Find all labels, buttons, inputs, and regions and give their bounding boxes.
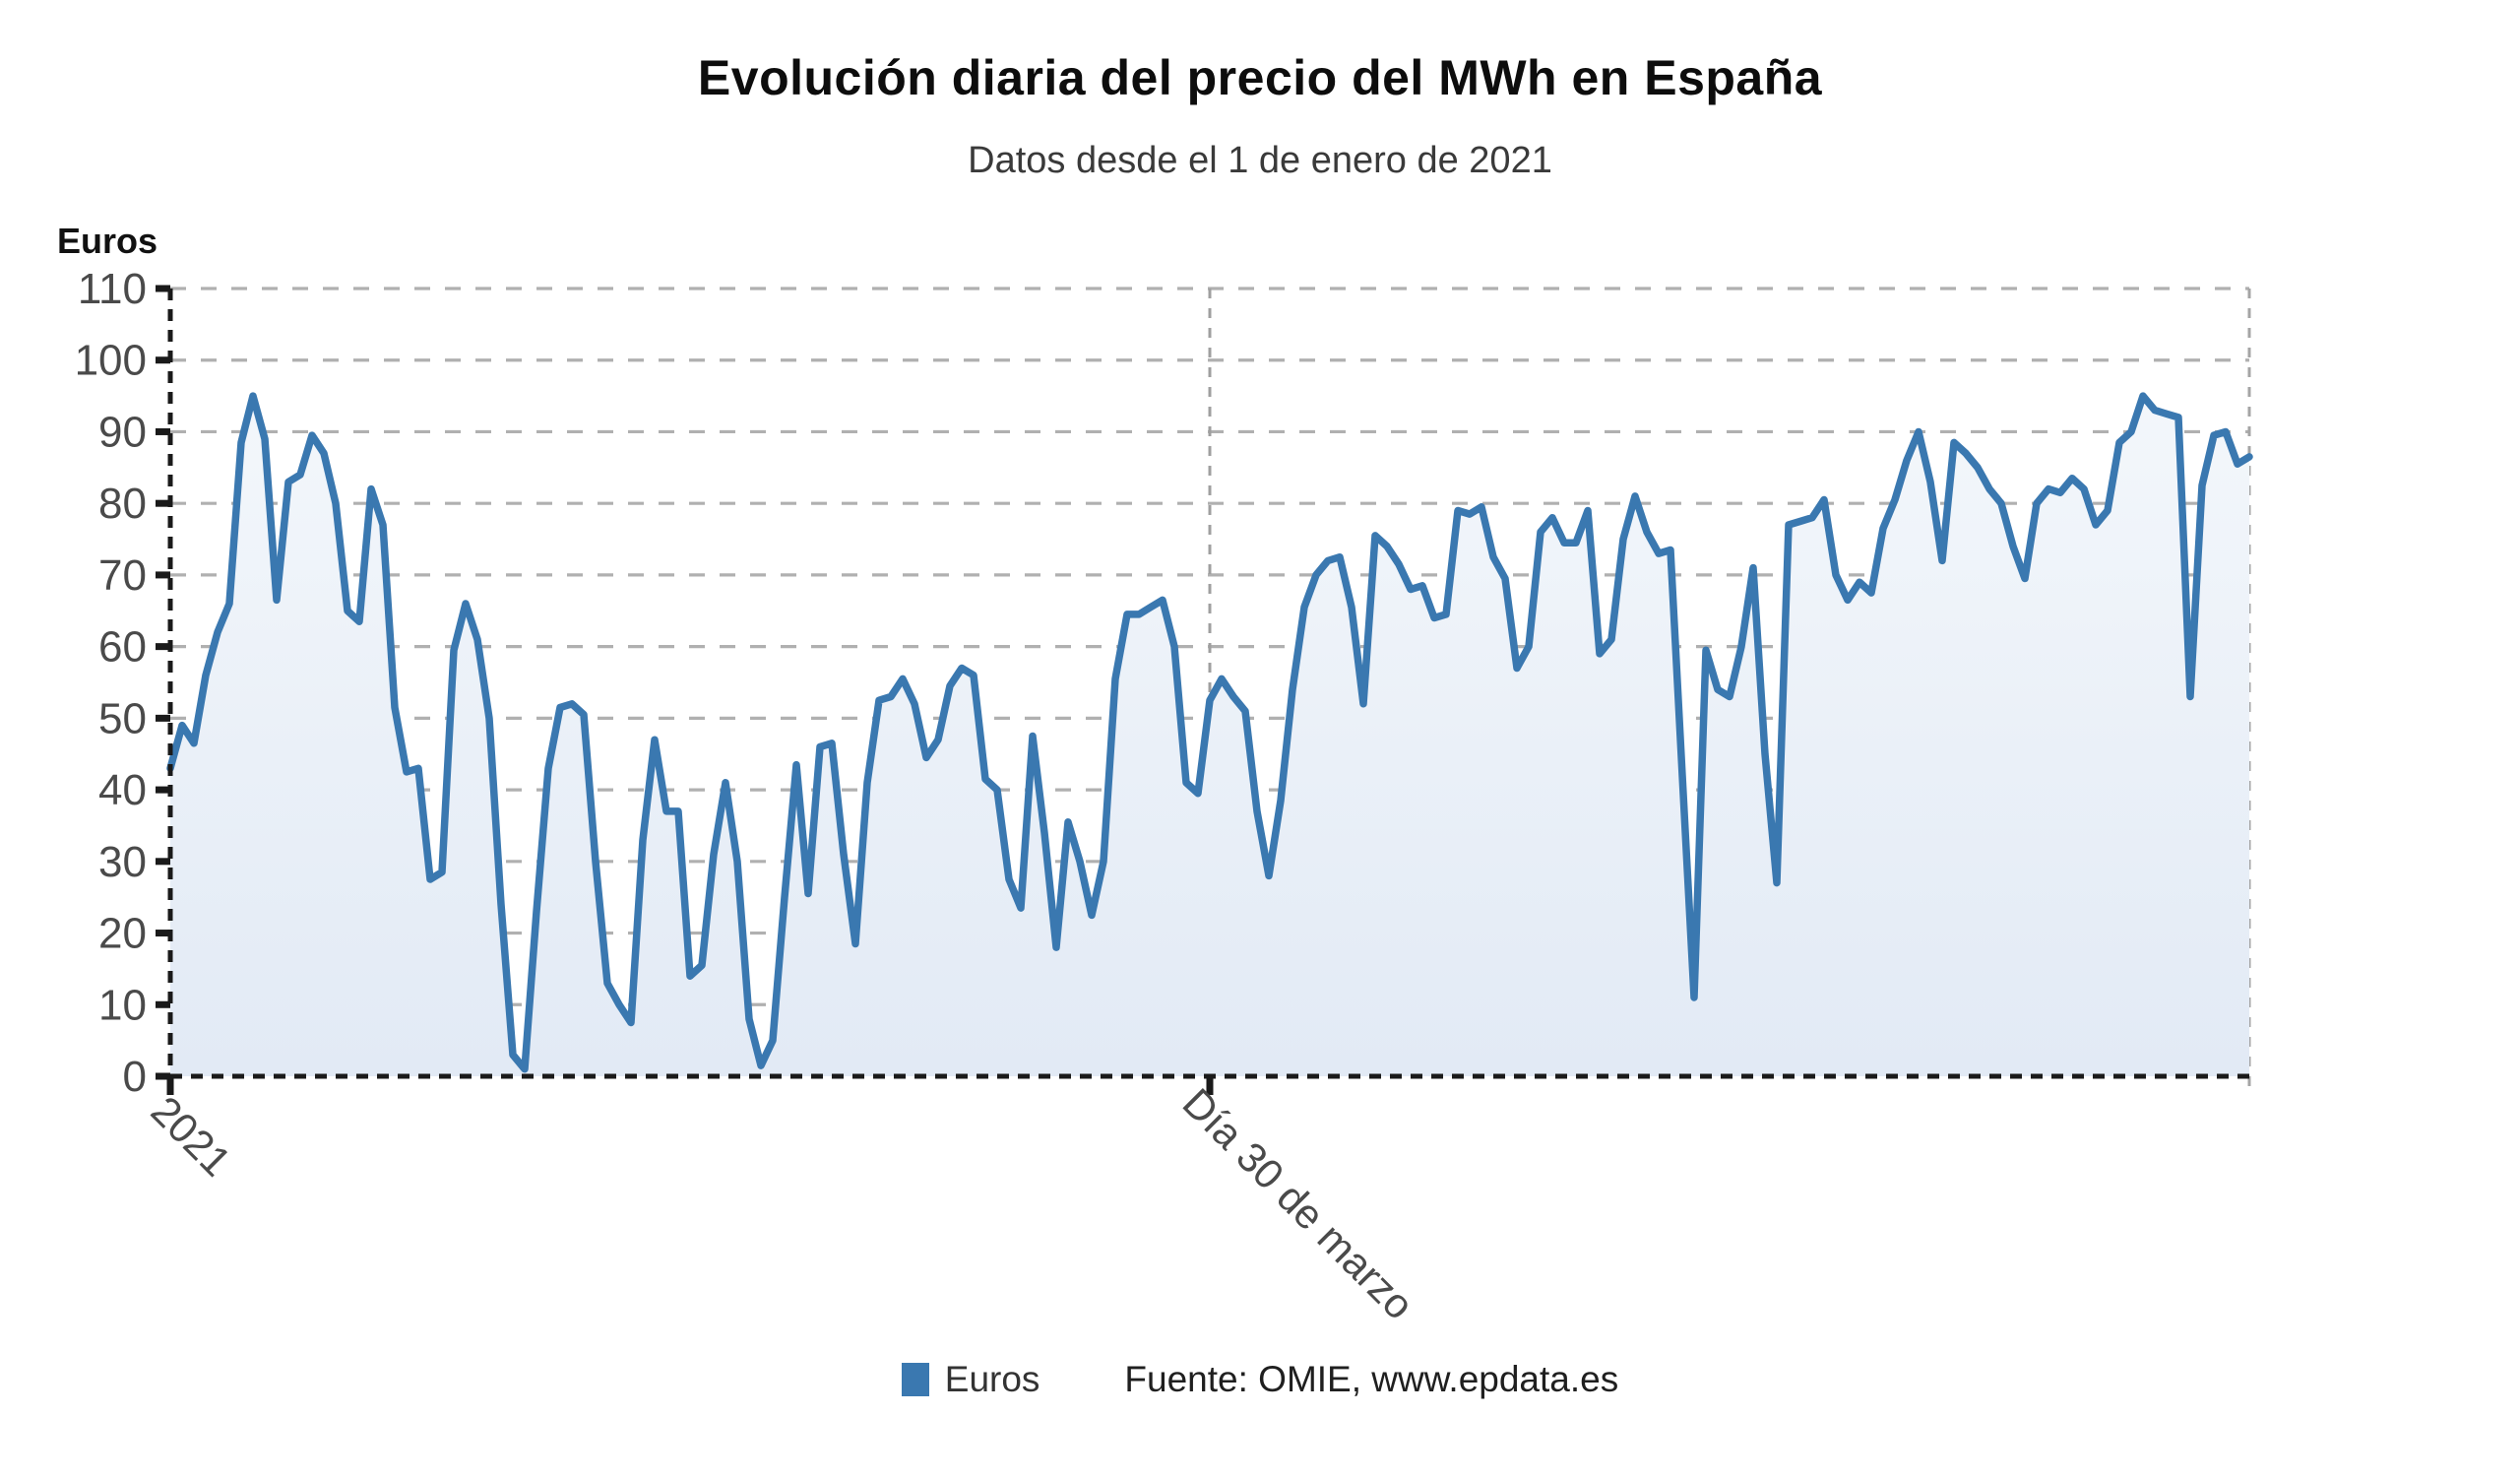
y-tick-label: 70: [98, 551, 147, 600]
y-tick-label: 20: [98, 910, 147, 958]
source-text: Fuente: OMIE, www.epdata.es: [1124, 1359, 1619, 1399]
series-group: [166, 392, 2253, 1073]
legend-swatch-icon: [901, 1363, 929, 1396]
y-tick-label: 80: [98, 480, 147, 528]
marker-label: Día 30 de marzo: [1174, 1079, 1423, 1328]
y-tick-label: 10: [98, 981, 147, 1029]
y-tick-label: 60: [98, 623, 147, 672]
y-tick-label: 110: [78, 265, 147, 313]
chart-subtitle: Datos desde el 1 de enero de 2021: [968, 140, 1552, 181]
y-tick-label: 50: [98, 694, 147, 742]
y-tick-label: 40: [98, 766, 147, 814]
x-labels: 2021 Día 30 de marzo: [143, 1079, 1423, 1328]
y-axis-title: Euros: [57, 221, 158, 261]
legend: Euros Fuente: OMIE, www.epdata.es: [0, 1359, 2520, 1400]
x-start-label: 2021: [143, 1087, 240, 1185]
y-tick-label: 30: [98, 838, 147, 886]
y-tick-label: 90: [98, 408, 147, 456]
axis-group: [156, 285, 2249, 1095]
area-group: [170, 396, 2249, 1077]
y-tick-label: 100: [75, 337, 147, 385]
y-tick-labels: 0 10 20 30 40 50 60 70 80 90 100 110: [75, 265, 147, 1101]
chart-title: Evolución diaria del precio del MWh en E…: [697, 50, 1823, 105]
y-tick-label: 0: [123, 1053, 147, 1101]
legend-series-label: Euros: [944, 1359, 1040, 1399]
